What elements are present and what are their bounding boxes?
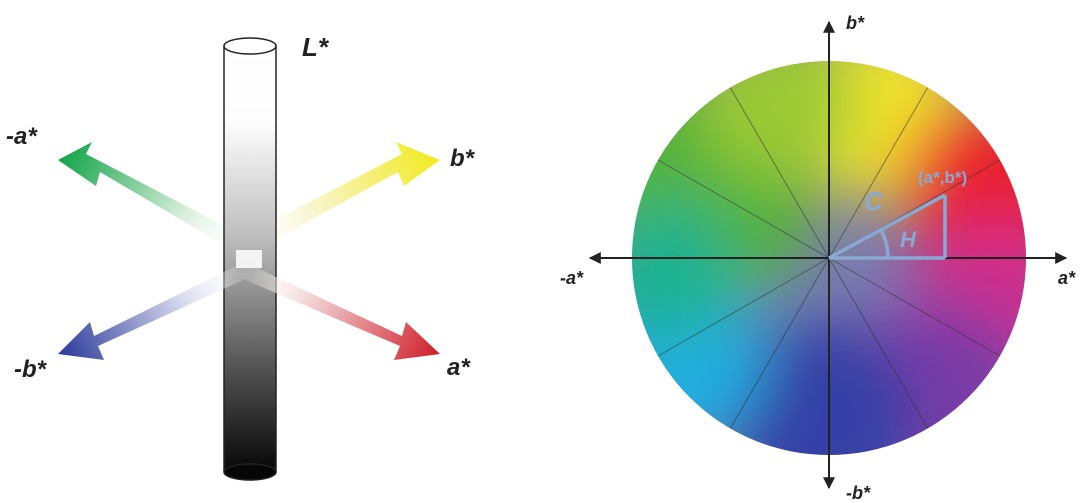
arrow-pos-b-yellow	[244, 142, 440, 252]
label-pos-a-left: a*	[447, 354, 471, 381]
chroma-hue-triangle	[828, 193, 947, 260]
label-pos-a-right: a*	[1058, 268, 1076, 288]
label-pos-b-right: b*	[846, 13, 865, 33]
color-wheel-diagram: b* -b* -a* a* C H (a*,b*)	[560, 13, 1076, 503]
label-neg-a-left: -a*	[6, 123, 38, 150]
label-neg-a-right: -a*	[560, 268, 584, 288]
label-point: (a*,b*)	[918, 168, 967, 187]
label-hue: H	[900, 227, 917, 252]
label-neg-b-left: -b*	[14, 356, 48, 383]
label-l-star: L*	[302, 32, 330, 62]
arrow-neg-a-green	[58, 142, 244, 252]
label-neg-b-right: -b*	[846, 483, 871, 503]
hue-wheel	[632, 61, 1026, 455]
arrow-neg-b-blue	[58, 262, 252, 360]
lab-3d-diagram: L* -a* b* -b* a*	[6, 32, 476, 481]
label-chroma: C	[864, 186, 884, 216]
label-pos-b-left: b*	[450, 145, 476, 172]
arrow-pos-a-red	[236, 262, 440, 360]
